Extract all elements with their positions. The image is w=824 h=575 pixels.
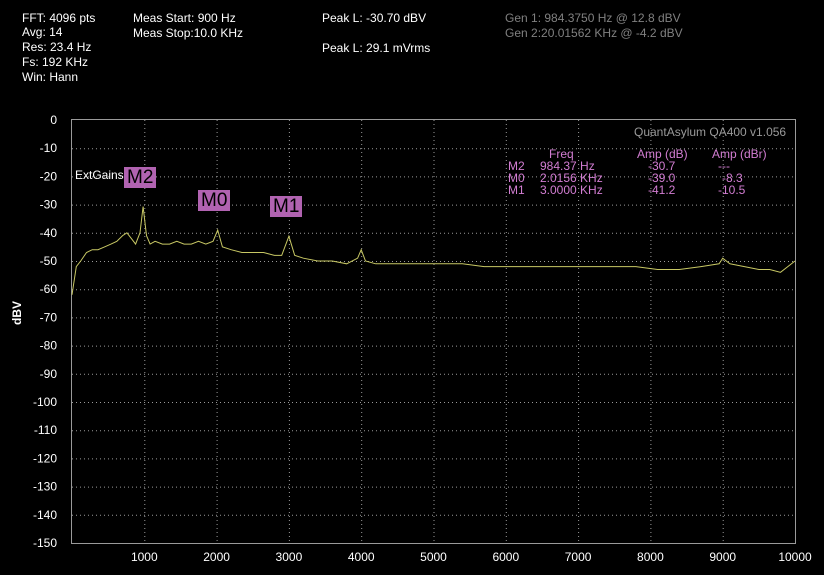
table-header-amp-dbr: Amp (dBr)	[712, 147, 767, 161]
x-tick-label: 8000	[637, 550, 664, 564]
y-tick-labels: 0 -10 -20 -30 -40 -50 -60 -70 -80 -90 -100 -110 -120…	[33, 113, 57, 550]
window-type: Win: Hann	[22, 70, 79, 84]
spectrum-trace	[71, 206, 796, 295]
peak-dbv: Peak L: -30.70 dBV	[322, 11, 427, 25]
generator-2: Gen 2:20.01562 KHz @ -4.2 dBV	[505, 26, 683, 40]
generator-1: Gen 1: 984.3750 Hz @ 12.8 dBV	[505, 11, 681, 25]
table-header-freq: Freq	[549, 147, 574, 161]
y-axis-label: dBV	[10, 301, 24, 325]
table-row-m1-amp-dbr: -10.5	[718, 183, 746, 197]
y-tick-label: -100	[33, 395, 57, 409]
meas-start: Meas Start: 900 Hz	[133, 11, 236, 25]
marker-m2-label: M2	[124, 167, 157, 188]
y-tick-label: 0	[50, 113, 57, 127]
x-tick-label: 3000	[276, 550, 303, 564]
x-tick-label: 1000	[131, 550, 158, 564]
y-tick-label: -120	[33, 451, 57, 465]
y-tick-label: -110	[34, 423, 57, 437]
y-tick-label: -70	[40, 310, 58, 324]
y-tick-label: -150	[33, 536, 57, 550]
table-row-m0-label: M0	[508, 171, 525, 185]
table-row-m2-amp-db: -30.7	[648, 159, 676, 173]
plot-frame	[71, 119, 796, 544]
x-tick-label: 7000	[565, 550, 592, 564]
y-tick-label: -80	[40, 339, 58, 353]
table-row-m0-freq: 2.0156 KHz	[540, 171, 603, 185]
y-tick-label: -130	[33, 480, 57, 494]
table-row-m0-amp-db: -39.0	[648, 171, 676, 185]
resolution: Res: 23.4 Hz	[22, 40, 92, 54]
x-tick-labels: 1000 2000 3000 4000 5000 6000 7000 8000 9000 1000…	[131, 550, 812, 564]
y-tick-label: -90	[40, 367, 58, 381]
y-tick-label: -140	[33, 508, 57, 522]
fft-size: FFT: 4096 pts	[22, 11, 96, 25]
table-row-m2-freq: 984.37 Hz	[540, 159, 595, 173]
marker-m1-label: M1	[270, 196, 303, 217]
grid	[72, 120, 795, 543]
meas-stop: Meas Stop:10.0 KHz	[133, 26, 244, 40]
x-tick-label: 2000	[203, 550, 230, 564]
x-tick-label: 6000	[492, 550, 519, 564]
watermark: QuantAsylum QA400 v1.056	[634, 125, 787, 139]
x-tick-label: 10000	[778, 550, 812, 564]
y-tick-label: -20	[40, 169, 58, 183]
marker-m0-label: M0	[198, 190, 231, 211]
y-tick-label: -50	[40, 254, 58, 268]
table-row-m1-label: M1	[508, 183, 525, 197]
table-row-m2-label: M2	[508, 159, 525, 173]
x-tick-label: 4000	[348, 550, 375, 564]
table-header-amp-db: Amp (dB)	[637, 147, 688, 161]
peak-mvrms: Peak L: 29.1 mVrms	[322, 41, 431, 55]
ext-gains-label: ExtGains	[75, 168, 124, 182]
x-tick-label: 9000	[709, 550, 736, 564]
y-tick-label: -10	[40, 141, 58, 155]
sample-rate: Fs: 192 KHz	[22, 55, 89, 69]
y-tick-label: -60	[40, 282, 58, 296]
table-row-m1-freq: 3.0000 KHz	[540, 183, 603, 197]
table-row-m1-amp-db: -41.2	[648, 183, 676, 197]
table-row-m2-amp-dbr: ---	[718, 159, 730, 173]
y-tick-label: -30	[40, 198, 58, 212]
averages: Avg: 14	[22, 25, 63, 39]
y-tick-label: -40	[40, 226, 58, 240]
table-row-m0-amp-dbr: -8.3	[722, 171, 743, 185]
x-tick-label: 5000	[420, 550, 447, 564]
